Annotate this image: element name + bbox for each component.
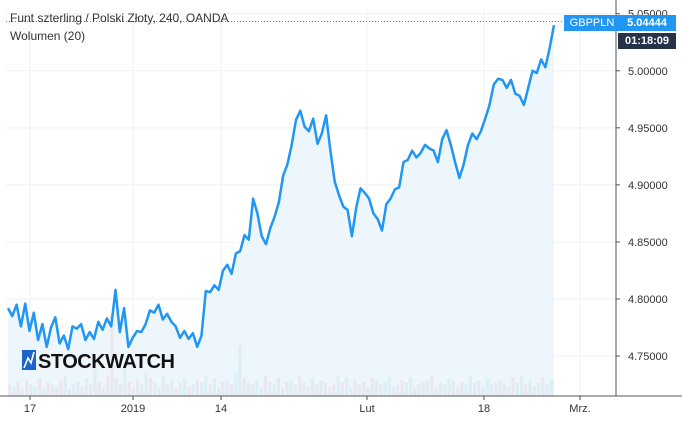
- x-tick-label: 18: [478, 403, 490, 415]
- price-area: [8, 25, 554, 396]
- y-tick-label: 5.00000: [628, 66, 668, 78]
- y-tick-label: 4.90000: [628, 180, 668, 192]
- x-tick-label: 2019: [121, 403, 145, 415]
- y-tick-label: 4.75000: [628, 351, 668, 363]
- countdown-badge: 01:18:09: [618, 33, 676, 49]
- logo-mark-arrow: [23, 351, 35, 369]
- chart-title: Funt szterling / Polski Złoty, 240, OAND…: [10, 11, 229, 25]
- x-tick-label: 14: [215, 403, 227, 415]
- stockwatch-logo: STOCKWATCH: [22, 350, 175, 373]
- price-line: [6, 24, 556, 351]
- y-tick-label: 4.85000: [628, 237, 668, 249]
- x-tick-label: Mrz.: [569, 403, 590, 415]
- x-tick-label: Lut: [359, 403, 374, 415]
- symbol-badge: GBPPLN: [564, 15, 620, 31]
- volume-legend: Wolumen (20): [10, 29, 86, 43]
- watermark-text: STOCKWATCH: [38, 351, 175, 373]
- last-price-badge: 5.04444: [618, 15, 676, 31]
- x-tick-label: 17: [24, 403, 36, 415]
- y-tick-label: 4.95000: [628, 123, 668, 135]
- y-tick-label: 4.80000: [628, 294, 668, 306]
